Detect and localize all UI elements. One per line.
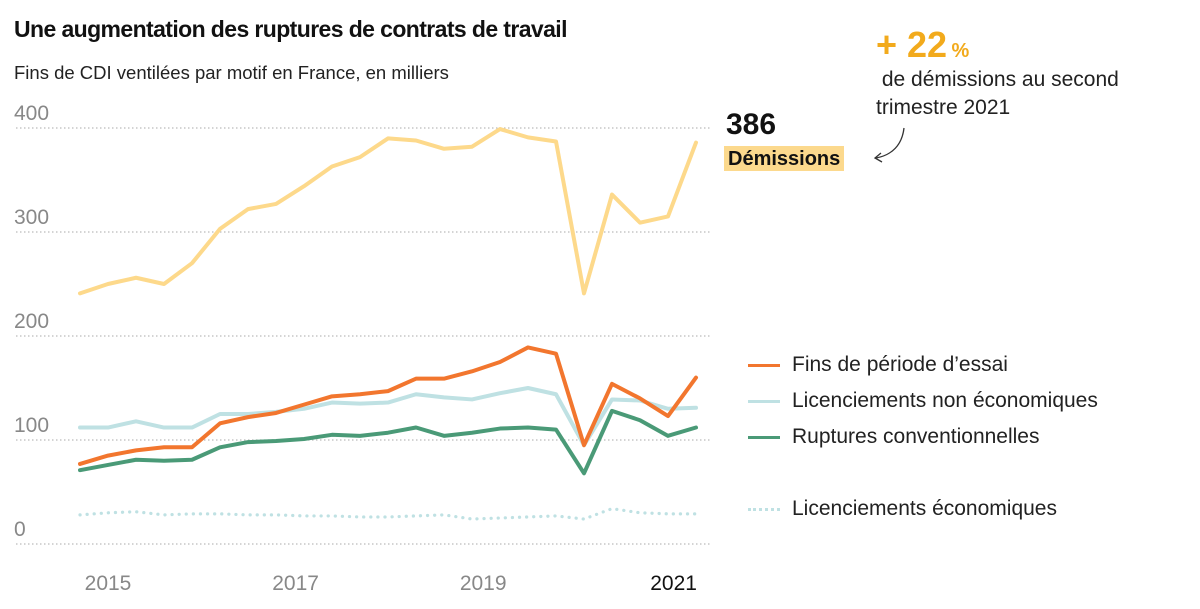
legend-swatch [748,399,780,403]
gridlines [16,127,712,545]
series-ruptures-conventionnelles [78,408,698,476]
series-fins-de-p-riode-d-essai [78,345,698,466]
series-line [78,408,698,476]
chart-subtitle: Fins de CDI ventilées par motif en Franc… [14,62,449,83]
legend-label: Licenciements non économiques [792,389,1098,412]
percent-number: + 22 [876,24,948,65]
callout-arrowhead-icon [873,152,883,163]
x-tick-label: 2021 [650,572,697,595]
series-d-missions [78,127,698,296]
x-tick-label: 2019 [460,572,507,595]
demissions-label: Démissions [724,146,845,171]
legend: Fins de période d’essai Licenciements no… [748,347,1098,527]
percent-callout: + 22 % [876,24,969,66]
legend-item-fins-periode-essai: Fins de période d’essai [748,347,1098,383]
legend-label: Licenciements économiques [792,497,1057,520]
y-tick-label: 100 [14,414,49,437]
legend-item-ruptures-conventionnelles: Ruptures conventionnelles [748,419,1098,455]
series-line [78,127,698,296]
series-licenciements-non-conomiques [78,386,698,448]
y-tick-label: 200 [14,310,49,333]
y-axis: 0 100 200 300 400 [14,102,49,541]
series-lines [78,127,698,521]
series-line [78,345,698,466]
x-tick-label: 2015 [85,572,132,595]
legend-swatch [748,435,780,439]
legend-item-licenciements-non-economiques: Licenciements non économiques [748,383,1098,419]
y-tick-label: 400 [14,102,49,125]
annotation-line-2: trimestre 2021 [876,96,1011,119]
series-line [78,386,698,448]
series-licenciements-conomiques [78,507,698,521]
x-axis: 2015 2017 2019 2021 [85,572,697,595]
legend-swatch [748,507,780,511]
x-tick-label: 2017 [272,572,319,595]
chart-title: Une augmentation des ruptures de contrat… [14,16,567,42]
legend-label: Fins de période d’essai [792,353,1008,376]
legend-label: Ruptures conventionnelles [792,425,1040,448]
annotation-line-1: de démissions au second [876,68,1119,91]
y-tick-label: 0 [14,518,26,541]
percent-symbol: % [951,40,970,62]
legend-swatch [748,363,780,367]
callout-arrow-icon [875,127,905,159]
y-tick-label: 300 [14,206,49,229]
series-line [78,507,698,521]
percent-annotation: de démissions au second trimestre 2021 [876,66,1176,122]
legend-item-licenciements-economiques: Licenciements économiques [748,491,1098,527]
demissions-value: 386 [726,108,777,141]
